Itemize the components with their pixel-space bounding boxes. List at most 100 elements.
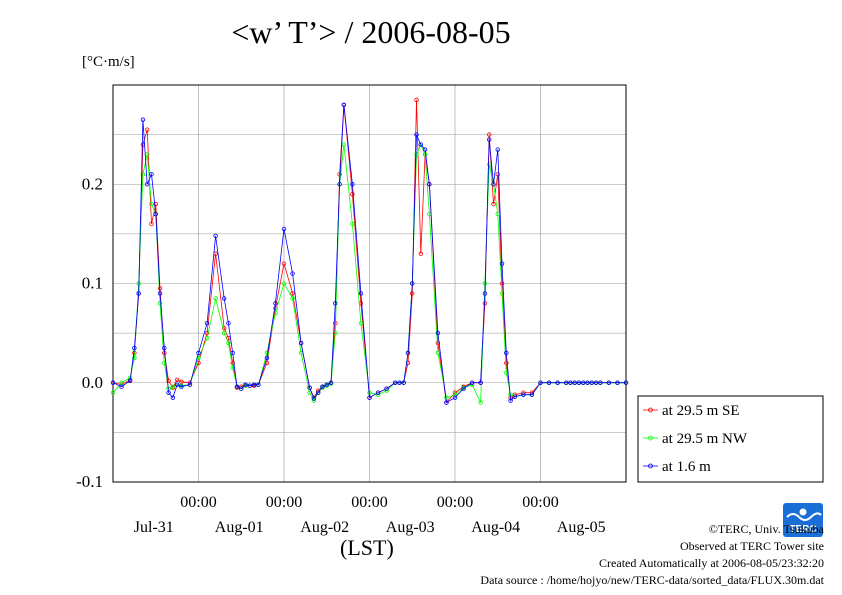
data-point — [392, 380, 398, 385]
x-tick-date-label: Aug-04 — [471, 519, 520, 536]
credit-created: Created Automatically at 2006-08-05/23:3… — [599, 556, 824, 570]
x-tick-date-label: Jul-31 — [134, 519, 174, 536]
data-point — [606, 380, 612, 385]
data-point — [226, 340, 231, 346]
data-point — [444, 400, 449, 405]
x-tick-time-label: 00:00 — [180, 494, 216, 511]
data-point — [307, 385, 312, 390]
data-point — [149, 172, 154, 177]
data-point — [581, 380, 586, 385]
credit-copyright: ©TERC, Univ. Tsukuba — [708, 522, 824, 536]
data-point — [328, 380, 334, 385]
data-point — [410, 291, 415, 296]
plot-frame — [112, 84, 627, 483]
legend-box — [637, 395, 824, 483]
data-point — [435, 330, 441, 336]
legend-label: at 1.6 m — [662, 459, 711, 475]
data-point — [221, 296, 227, 301]
data-point — [149, 201, 154, 207]
chart-title: <w’ T’> / 2006-08-05 — [231, 14, 511, 50]
terc-logo-drop — [799, 508, 807, 516]
data-point — [384, 386, 389, 391]
data-point — [422, 152, 428, 157]
data-point — [119, 384, 124, 389]
data-point — [196, 355, 201, 361]
data-point — [350, 221, 355, 227]
data-point — [418, 251, 423, 256]
data-point — [337, 182, 342, 187]
data-point — [367, 395, 372, 400]
data-point — [469, 380, 475, 385]
data-point — [546, 380, 552, 385]
data-point — [512, 394, 518, 399]
data-point — [290, 271, 295, 276]
data-point — [324, 382, 329, 387]
data-point — [589, 380, 594, 385]
data-point — [157, 291, 163, 296]
y-tick-label: -0.1 — [76, 472, 103, 491]
data-point — [487, 132, 492, 137]
data-point — [162, 345, 167, 351]
data-point — [226, 321, 231, 326]
data-point — [230, 350, 235, 356]
data-point — [585, 380, 590, 385]
data-point — [264, 350, 270, 356]
data-point — [251, 382, 257, 387]
data-point — [213, 296, 218, 301]
data-point — [444, 395, 449, 400]
data-point — [157, 301, 163, 306]
data-point — [452, 395, 458, 400]
data-point — [487, 137, 492, 142]
data-point — [461, 386, 466, 391]
data-point — [144, 182, 150, 187]
legend-label: at 29.5 m NW — [662, 431, 748, 447]
data-point — [140, 172, 146, 177]
x-tick-time-label: 00:00 — [437, 494, 473, 511]
x-tick-date-label: Aug-02 — [300, 519, 349, 536]
data-point — [256, 382, 261, 387]
data-point — [576, 380, 582, 385]
legend-label: at 29.5 m SE — [662, 403, 740, 419]
data-point — [316, 390, 321, 395]
data-point — [350, 191, 355, 197]
data-point — [333, 301, 338, 306]
data-point — [615, 380, 620, 385]
data-point — [239, 386, 244, 391]
data-point — [298, 340, 304, 346]
data-point — [281, 261, 287, 266]
data-point — [204, 330, 210, 336]
data-point — [170, 395, 176, 400]
data-point — [127, 378, 133, 383]
data-point — [166, 378, 171, 383]
x-tick-date-label: Aug-01 — [215, 519, 264, 536]
data-point — [504, 350, 509, 356]
data-point — [410, 281, 415, 286]
data-point — [166, 390, 171, 395]
data-point — [401, 380, 406, 385]
data-point — [350, 182, 355, 187]
data-point — [435, 340, 441, 346]
data-point — [598, 380, 603, 385]
data-point — [452, 392, 458, 397]
data-point — [132, 345, 137, 351]
x-tick-date-label: Aug-05 — [557, 519, 606, 536]
data-point — [132, 355, 137, 361]
data-point — [568, 380, 573, 385]
data-point — [144, 127, 150, 132]
credit-source: Data source : /home/hojyo/new/TERC-data/… — [480, 573, 824, 587]
data-point — [290, 296, 295, 301]
data-point — [221, 325, 227, 331]
data-point — [187, 382, 193, 387]
data-point — [593, 380, 599, 385]
data-point — [418, 142, 423, 147]
y-tick-label: 0.0 — [82, 373, 103, 392]
terc-logo: TERC — [783, 503, 823, 537]
legend-marker — [648, 463, 653, 469]
data-point — [243, 382, 248, 387]
data-point — [405, 350, 411, 356]
data-point — [179, 384, 184, 389]
data-point — [495, 172, 500, 177]
data-point — [427, 182, 432, 187]
data-point — [623, 380, 629, 385]
x-tick-date-label: Aug-03 — [386, 519, 435, 536]
